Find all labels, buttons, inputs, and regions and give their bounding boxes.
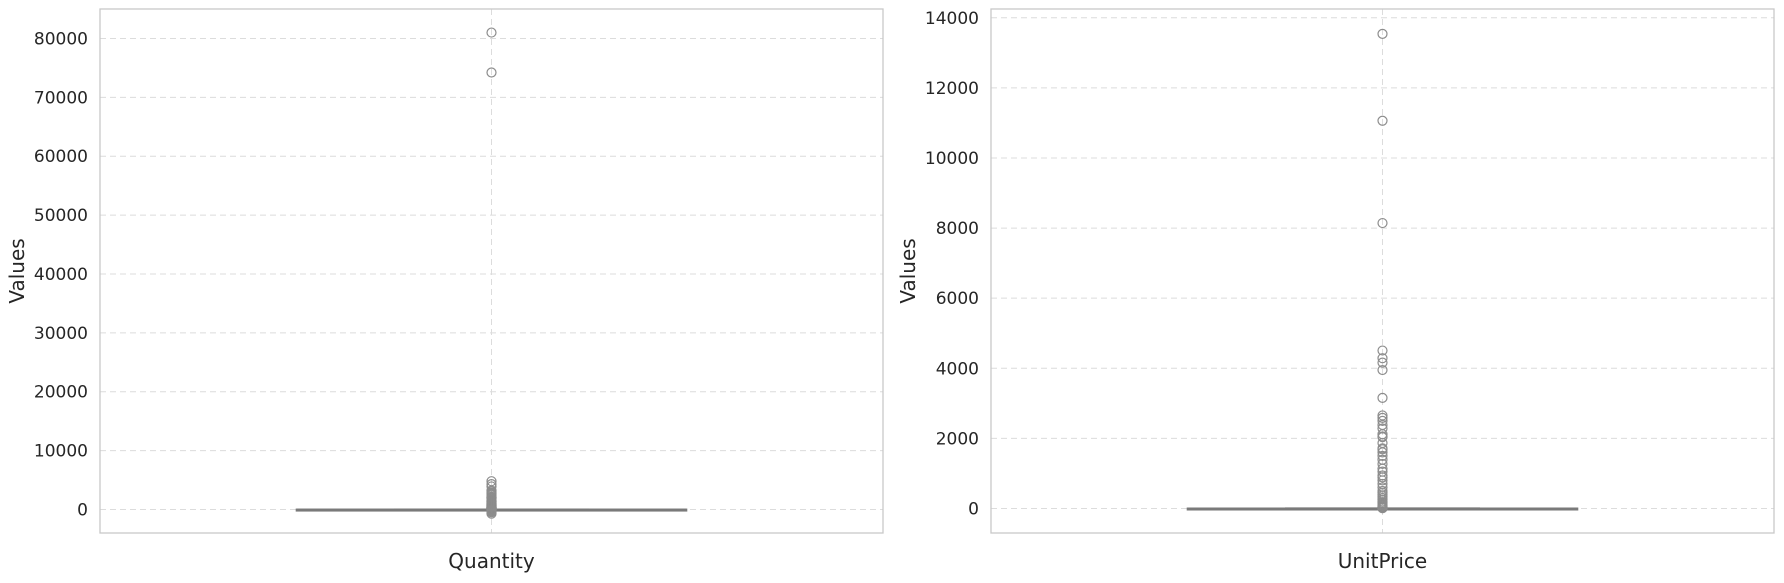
plot-frame xyxy=(990,8,1775,534)
outlier-point xyxy=(1377,415,1388,426)
y-tick-label: 10000 xyxy=(925,149,979,169)
outlier-point xyxy=(1377,447,1388,458)
y-axis-label: Values xyxy=(5,238,29,303)
y-tick-label: 70000 xyxy=(34,88,88,108)
outlier-point xyxy=(1377,357,1388,368)
y-tick-label: 6000 xyxy=(936,289,979,309)
y-axis-label: Values xyxy=(896,238,920,303)
outlier-point xyxy=(1377,432,1388,443)
outlier-point xyxy=(1377,28,1388,39)
outlier-point xyxy=(486,508,497,519)
y-tick-label: 80000 xyxy=(34,29,88,49)
plot-frame xyxy=(99,8,884,534)
outlier-point xyxy=(486,67,497,78)
outlier-point xyxy=(1377,450,1388,461)
x-axis-label: Quantity xyxy=(448,549,535,573)
outlier-point xyxy=(1377,392,1388,403)
outlier-point xyxy=(1377,364,1388,376)
outlier-point xyxy=(1377,412,1388,424)
y-tick-label: 40000 xyxy=(34,265,88,285)
y-tick-label: 4000 xyxy=(936,359,979,379)
y-tick-label: 14000 xyxy=(925,9,979,29)
outlier-point xyxy=(1377,503,1388,514)
outlier-point xyxy=(1377,458,1388,470)
outlier-point xyxy=(486,27,497,38)
chart-panel-2: 0 2000 4000 6000 8000 10000 12000 14000 UnitPric… xyxy=(896,8,1775,573)
outlier-point xyxy=(1377,115,1388,126)
outlier-point xyxy=(1377,345,1388,356)
y-tick-label: 2000 xyxy=(936,429,979,449)
y-tick-label: 30000 xyxy=(34,324,88,344)
outlier-point xyxy=(1377,472,1388,483)
outlier-point xyxy=(1377,444,1388,455)
y-tick-label: 50000 xyxy=(34,206,88,226)
y-tick-label: 0 xyxy=(968,499,979,519)
y-tick-label: 0 xyxy=(77,500,88,520)
y-tick-label: 60000 xyxy=(34,147,88,167)
outlier-point xyxy=(1377,217,1388,229)
y-tick-label: 12000 xyxy=(925,79,979,99)
y-tick-label: 20000 xyxy=(34,383,88,403)
y-tick-label: 10000 xyxy=(34,442,88,462)
chart-panel-1: 0 10000 20000 30000 40000 50000 60000 70000 8000… xyxy=(5,8,884,573)
outlier-point xyxy=(1377,475,1388,486)
x-axis-label: UnitPrice xyxy=(1338,549,1428,573)
y-tick-label: 8000 xyxy=(936,219,979,239)
outlier-point xyxy=(1377,353,1388,364)
